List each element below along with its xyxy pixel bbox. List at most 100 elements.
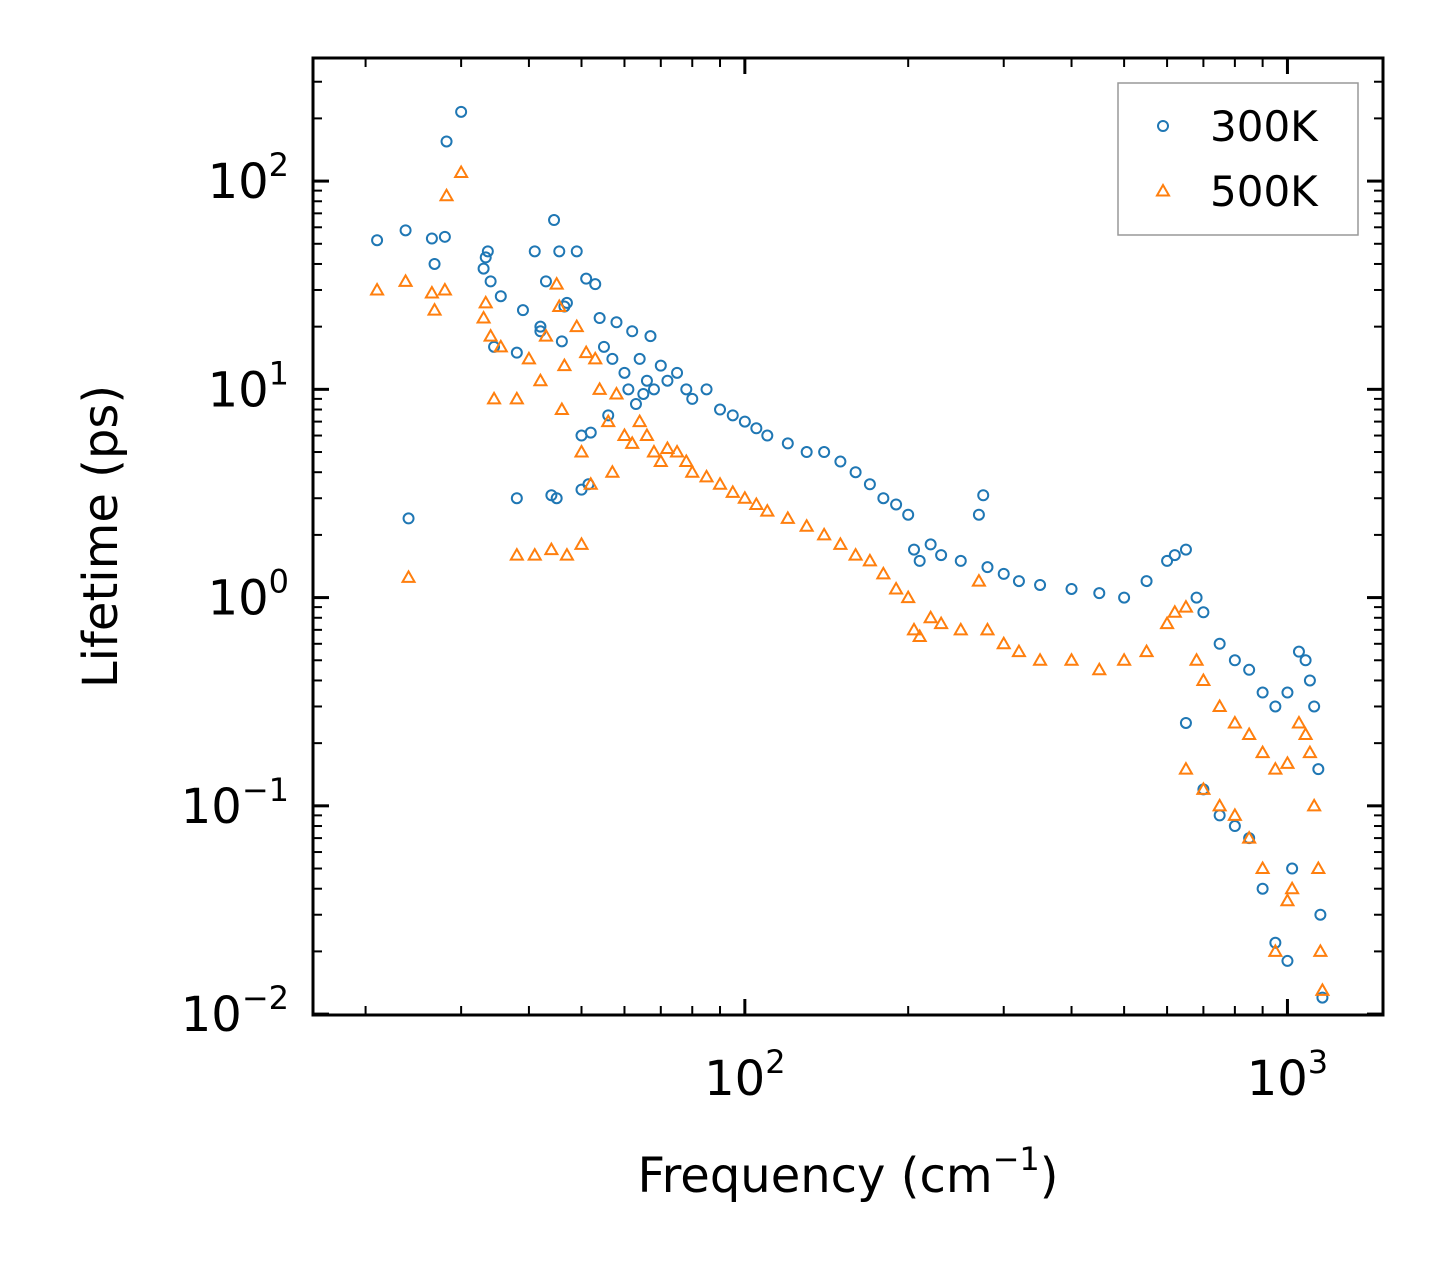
ticks-layer xyxy=(313,58,1383,1016)
data-point-500K xyxy=(1267,761,1284,775)
legend-item-300K: 300K xyxy=(1157,102,1319,151)
data-point-500K xyxy=(631,413,648,428)
data-point-300K xyxy=(606,352,619,365)
data-point-500K xyxy=(509,390,525,405)
data-point-300K xyxy=(890,498,903,511)
data-point-500K xyxy=(1297,726,1314,741)
data-point-500K xyxy=(1284,880,1300,895)
legend-label-500K: 500K xyxy=(1210,167,1319,216)
data-point-300K xyxy=(1314,908,1327,921)
data-point-300K xyxy=(800,446,813,459)
data-point-300K xyxy=(1303,674,1316,687)
data-point-500K xyxy=(712,476,728,490)
data-point-500K xyxy=(653,453,669,468)
x-tick-label-exponent: 3 xyxy=(1308,1043,1328,1081)
x-tick-label: 103 xyxy=(1247,1043,1328,1107)
y-tick-label: 102 xyxy=(208,146,289,210)
data-point-500K xyxy=(548,276,565,290)
data-point-300K xyxy=(597,340,610,353)
data-point-500K xyxy=(698,468,715,483)
legend-box xyxy=(1117,82,1359,236)
data-point-500K xyxy=(486,390,502,405)
data-point-300K xyxy=(602,409,615,422)
data-point-300K xyxy=(1243,663,1256,676)
data-point-500K xyxy=(1312,943,1329,957)
data-point-300K xyxy=(539,275,552,288)
y-tick-label: 100 xyxy=(208,563,289,627)
data-point-300K xyxy=(1256,686,1269,699)
data-point-500K xyxy=(659,440,676,454)
data-point-500K xyxy=(1188,652,1205,666)
data-point-500K xyxy=(482,328,499,342)
data-point-500K xyxy=(543,541,560,556)
data-point-300K xyxy=(1228,654,1241,667)
data-point-500K xyxy=(1032,652,1048,666)
data-point-500K xyxy=(538,328,554,342)
y-tick-label-base: 10 xyxy=(181,987,242,1043)
data-point-300K xyxy=(1228,820,1241,833)
data-point-300K xyxy=(550,492,563,505)
data-point-300K xyxy=(977,489,990,502)
data-point-300K xyxy=(610,316,623,329)
x-tick-label-exponent: 2 xyxy=(765,1043,785,1081)
y-tick-label-base: 10 xyxy=(181,779,242,835)
data-point-300K xyxy=(1197,606,1210,619)
data-point-300K xyxy=(589,278,602,291)
data-point-300K xyxy=(700,383,713,396)
data-point-300K xyxy=(626,325,639,338)
x-tick-label: 102 xyxy=(704,1043,785,1107)
data-point-300K xyxy=(637,387,650,400)
data-point-500K xyxy=(1279,892,1296,907)
series-500K-points xyxy=(369,164,1331,996)
x-axis-label: Frequency (cm−1) xyxy=(637,1140,1058,1204)
data-point-500K xyxy=(608,385,625,400)
data-point-500K xyxy=(600,413,616,428)
data-point-300K xyxy=(1034,578,1047,591)
data-point-500K xyxy=(554,401,570,416)
data-point-500K xyxy=(551,298,568,312)
data-point-500K xyxy=(953,621,969,636)
data-point-300K xyxy=(479,251,492,264)
data-point-500K xyxy=(438,187,455,202)
data-point-300K xyxy=(593,312,606,325)
data-point-500K xyxy=(888,580,904,595)
data-points-layer xyxy=(369,105,1331,1004)
data-point-300K xyxy=(1316,991,1329,1004)
legend-marker-500K xyxy=(1155,182,1171,197)
data-point-300K xyxy=(1286,862,1299,875)
data-point-300K xyxy=(997,567,1010,580)
data-point-500K xyxy=(971,573,987,587)
x-axis-label-superscript: −1 xyxy=(993,1140,1040,1178)
data-point-300K xyxy=(1190,591,1203,604)
data-point-300K xyxy=(849,466,862,479)
data-point-500K xyxy=(475,310,492,324)
data-point-500K xyxy=(624,435,640,449)
data-point-500K xyxy=(911,628,928,643)
data-point-500K xyxy=(816,526,832,541)
data-point-300K xyxy=(618,366,631,379)
data-point-500K xyxy=(1227,807,1243,821)
data-point-300K xyxy=(440,135,453,148)
data-point-500K xyxy=(587,350,603,365)
data-point-300K xyxy=(455,105,468,118)
data-point-300K xyxy=(510,492,523,505)
data-point-300K xyxy=(1299,654,1312,667)
data-point-500K xyxy=(1254,860,1271,875)
data-point-500K xyxy=(616,427,633,442)
data-point-300K xyxy=(633,352,646,365)
data-point-500K xyxy=(1167,604,1183,618)
data-point-300K xyxy=(481,245,494,258)
data-point-500K xyxy=(996,635,1012,650)
data-point-500K xyxy=(780,510,796,524)
data-point-300K xyxy=(1161,554,1174,567)
data-point-500K xyxy=(1254,744,1271,759)
data-point-300K xyxy=(484,275,497,288)
data-point-300K xyxy=(1179,716,1192,729)
data-point-500K xyxy=(509,547,525,561)
data-point-300K xyxy=(680,383,693,396)
data-point-300K xyxy=(954,554,967,567)
data-point-300K xyxy=(425,232,438,245)
data-point-500K xyxy=(906,621,922,636)
